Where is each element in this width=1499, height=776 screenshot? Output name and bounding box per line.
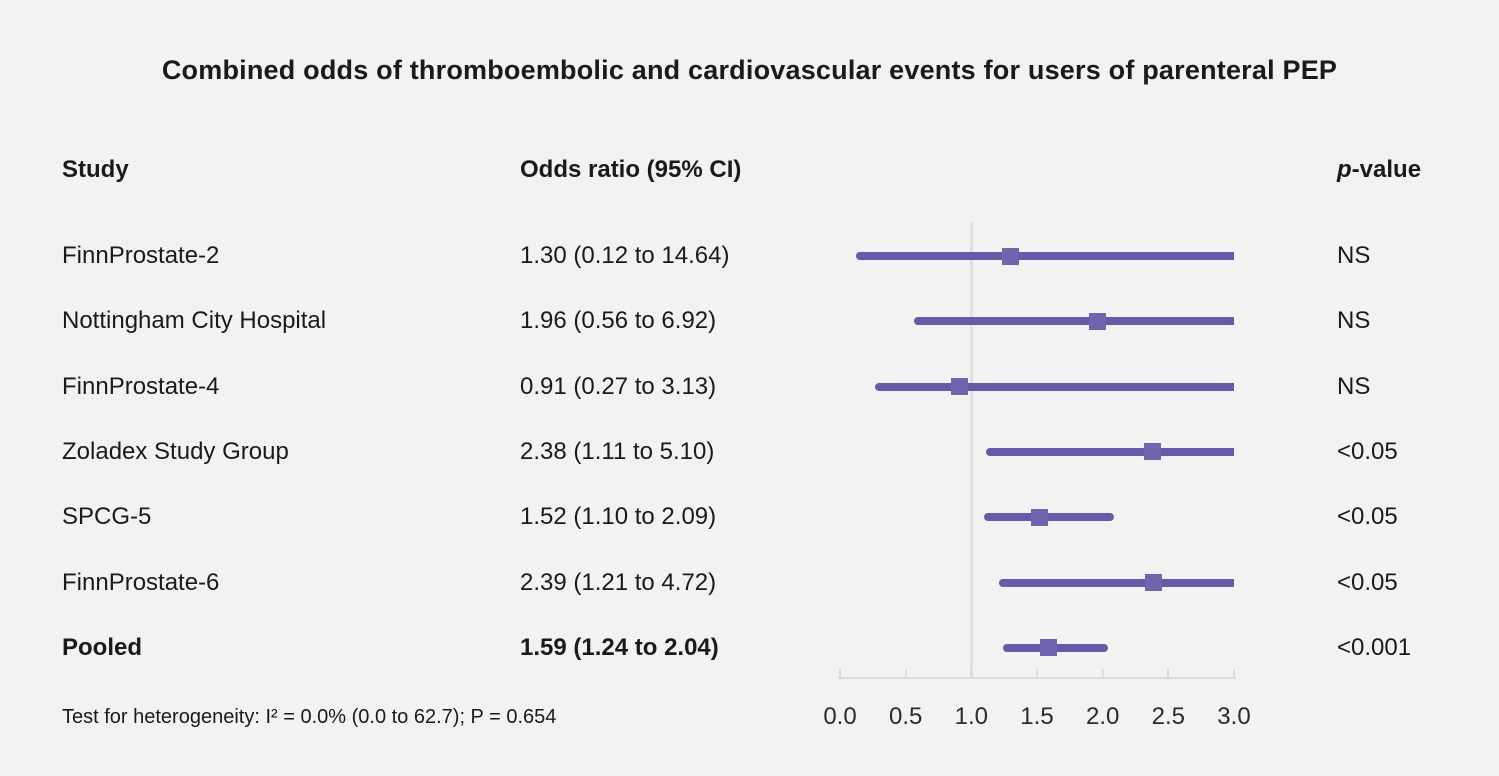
study-name: FinnProstate-2 xyxy=(62,242,220,269)
x-axis-tick-label: 1.0 xyxy=(954,703,989,730)
x-axis-tick xyxy=(1101,669,1104,677)
p-value: <0.05 xyxy=(1337,503,1398,530)
x-axis-tick xyxy=(904,669,907,677)
odds-ratio-ci: 0.91 (0.27 to 3.13) xyxy=(520,373,717,400)
x-axis-tick xyxy=(839,669,841,677)
confidence-interval-bar xyxy=(855,252,1234,260)
x-axis-tick-label: 0.5 xyxy=(888,703,923,730)
p-value: NS xyxy=(1337,373,1371,400)
p-value-italic-p: p xyxy=(1337,156,1352,183)
odds-ratio-marker xyxy=(1145,574,1163,592)
odds-ratio-ci: 1.96 (0.56 to 6.92) xyxy=(520,307,717,334)
p-value: NS xyxy=(1337,242,1371,269)
x-axis-tick-label: 2.5 xyxy=(1151,703,1185,730)
x-axis-tick xyxy=(1035,669,1038,677)
odds-ratio-marker xyxy=(1031,508,1049,526)
confidence-interval-bar xyxy=(998,578,1234,587)
study-name: FinnProstate-4 xyxy=(62,373,220,400)
study-name-pooled: Pooled xyxy=(62,634,143,661)
p-value: <0.05 xyxy=(1337,569,1398,596)
odds-ratio-marker xyxy=(1002,247,1020,265)
confidence-interval-bar xyxy=(985,447,1234,456)
x-axis-tick xyxy=(1232,669,1235,677)
x-axis-tick-label: 0.0 xyxy=(823,703,857,730)
study-name: SPCG-5 xyxy=(62,503,152,530)
odds-ratio-ci: 2.39 (1.21 to 4.72) xyxy=(520,569,717,596)
heterogeneity-footnote: Test for heterogeneity: I² = 0.0% (0.0 t… xyxy=(62,706,557,728)
confidence-interval-bar xyxy=(875,382,1234,391)
x-axis-tick-label: 2.0 xyxy=(1085,703,1120,730)
study-name: Nottingham City Hospital xyxy=(62,307,327,334)
column-header-odds-ratio: Odds ratio (95% CI) xyxy=(520,156,742,183)
odds-ratio-ci-pooled: 1.59 (1.24 to 2.04) xyxy=(520,634,719,661)
column-header-p-value: p-value xyxy=(1337,156,1421,184)
odds-ratio-ci: 1.30 (0.12 to 14.64) xyxy=(520,242,730,269)
p-value: NS xyxy=(1337,307,1371,334)
odds-ratio-marker xyxy=(1088,312,1106,330)
confidence-interval-bar xyxy=(913,317,1234,326)
x-axis-line xyxy=(838,677,1236,679)
odds-ratio-marker xyxy=(1040,639,1058,657)
column-header-study: Study xyxy=(62,156,129,183)
odds-ratio-marker xyxy=(951,378,968,396)
odds-ratio-marker xyxy=(1144,443,1162,461)
study-name: FinnProstate-6 xyxy=(62,569,220,596)
x-axis-tick xyxy=(970,669,973,677)
odds-ratio-ci: 2.38 (1.11 to 5.10) xyxy=(520,438,715,465)
confidence-interval-bar xyxy=(984,513,1115,522)
x-axis-tick-label: 1.5 xyxy=(1020,703,1054,730)
p-value-pooled: <0.001 xyxy=(1337,634,1412,661)
p-value-rest: -value xyxy=(1351,156,1422,183)
x-axis-tick xyxy=(1167,669,1170,677)
x-axis-tick-label: 3.0 xyxy=(1217,703,1251,730)
figure-title: Combined odds of thromboembolic and card… xyxy=(161,55,1338,85)
study-name: Zoladex Study Group xyxy=(62,438,289,465)
odds-ratio-ci: 1.52 (1.10 to 2.09) xyxy=(520,503,717,530)
reference-line xyxy=(969,222,973,679)
p-value: <0.05 xyxy=(1337,438,1398,465)
